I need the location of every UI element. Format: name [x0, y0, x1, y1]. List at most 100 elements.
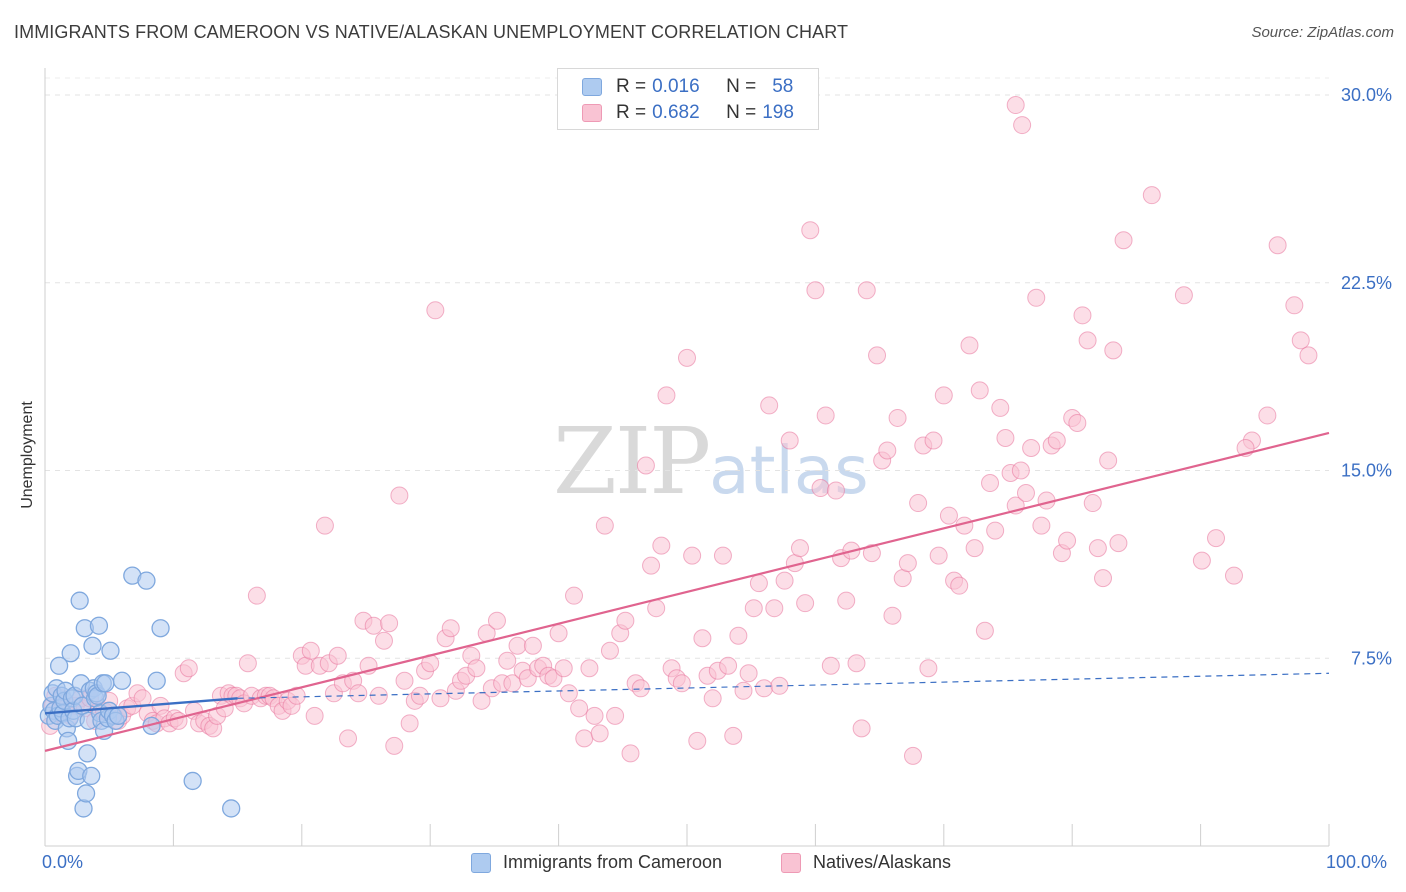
natives-point — [1291, 331, 1310, 350]
natives-point — [508, 636, 527, 655]
natives-point — [965, 539, 984, 558]
natives-point — [364, 616, 383, 635]
natives-point — [1022, 438, 1041, 457]
natives-point — [847, 654, 866, 673]
natives-point — [811, 479, 830, 498]
natives-point — [996, 428, 1015, 447]
legend-n-value: 198 — [762, 102, 794, 123]
source-label: Source: ZipAtlas.com — [1251, 24, 1394, 41]
natives-point — [349, 684, 368, 703]
natives-point — [554, 659, 573, 678]
natives-point — [1099, 451, 1118, 470]
cameroon-point — [222, 799, 241, 818]
cameroon-point — [70, 591, 89, 610]
natives-point — [606, 706, 625, 725]
natives-point — [960, 336, 979, 355]
natives-point — [380, 614, 399, 633]
y-axis-label: Unemployment — [19, 401, 36, 509]
natives-point — [1094, 569, 1113, 588]
bottom-legend-swatch-series1 — [471, 852, 491, 873]
cameroon-point — [183, 771, 202, 791]
y-tick-label: 22.5% — [1341, 273, 1392, 293]
natives-point — [1207, 529, 1226, 548]
cameroon-point — [89, 616, 109, 635]
natives-point — [970, 381, 989, 400]
natives-point — [247, 586, 266, 605]
bottom-legend-series1: Immigrants from Cameroon — [471, 852, 722, 873]
natives-point — [1083, 494, 1102, 513]
natives-point — [868, 346, 887, 365]
natives-point — [238, 654, 257, 673]
natives-point — [883, 606, 902, 625]
natives-point — [431, 689, 450, 708]
natives-point — [374, 631, 393, 650]
natives-trend-line — [44, 431, 1330, 752]
natives-point — [400, 714, 419, 733]
natives-point — [1258, 406, 1277, 425]
natives-point — [169, 711, 188, 730]
natives-point — [1104, 341, 1123, 360]
natives-point — [1068, 413, 1087, 432]
natives-point — [1285, 296, 1304, 315]
cameroon-point — [61, 644, 80, 663]
natives-point — [857, 281, 876, 300]
natives-point — [672, 674, 691, 693]
cameroon-trend-extension — [237, 672, 1330, 699]
natives-point — [385, 736, 404, 755]
natives-point — [1299, 346, 1318, 365]
natives-point — [950, 576, 969, 595]
natives-point — [821, 656, 840, 675]
cameroon-point — [109, 706, 128, 725]
natives-point — [580, 659, 599, 678]
natives-point — [739, 664, 758, 683]
natives-point — [410, 686, 429, 705]
natives-point — [724, 726, 743, 745]
natives-point — [1078, 331, 1097, 350]
natives-point — [903, 746, 922, 765]
cameroon-point — [76, 784, 96, 803]
legend-row-series1: R = 0.016 N = 58 — [582, 75, 793, 99]
natives-point — [498, 651, 517, 670]
natives-point — [749, 574, 768, 593]
natives-point — [852, 719, 871, 738]
natives-point — [801, 221, 820, 240]
y-tick-label: 30.0% — [1341, 85, 1392, 105]
natives-point — [678, 348, 696, 367]
watermark: ZIPatlas — [553, 408, 869, 515]
legend-swatch-series2 — [582, 104, 602, 122]
natives-point — [339, 729, 358, 748]
natives-point — [441, 619, 460, 638]
natives-point — [924, 431, 943, 450]
natives-point — [683, 546, 702, 565]
natives-point — [765, 599, 784, 618]
natives-point — [1268, 236, 1287, 255]
natives-point — [878, 441, 897, 460]
natives-point — [713, 546, 732, 565]
legend-row-series2: R = 0.682 N = 198 — [582, 101, 794, 125]
natives-point — [898, 554, 917, 573]
natives-point — [796, 594, 815, 613]
natives-point — [1142, 186, 1161, 205]
natives-point — [986, 521, 1005, 540]
cameroon-point — [78, 744, 97, 763]
natives-point — [647, 599, 666, 618]
natives-point — [1192, 551, 1211, 570]
x-axis-min-label: 0.0% — [42, 852, 84, 872]
natives-point — [975, 621, 994, 640]
chart-title: IMMIGRANTS FROM CAMEROON VS NATIVE/ALASK… — [14, 22, 849, 42]
natives-point — [305, 706, 324, 725]
natives-point — [1047, 431, 1066, 450]
natives-point — [179, 659, 198, 678]
natives-point — [991, 398, 1010, 417]
natives-point — [1058, 531, 1077, 550]
legend-r-value: 0.016 — [652, 76, 700, 97]
cameroon-point — [101, 641, 120, 660]
natives-point — [888, 408, 907, 427]
natives-point — [806, 281, 825, 300]
natives-point — [315, 516, 334, 535]
natives-point — [631, 679, 650, 698]
legend-n-label: N = — [726, 76, 757, 97]
natives-point — [816, 406, 835, 425]
natives-point — [549, 624, 568, 643]
